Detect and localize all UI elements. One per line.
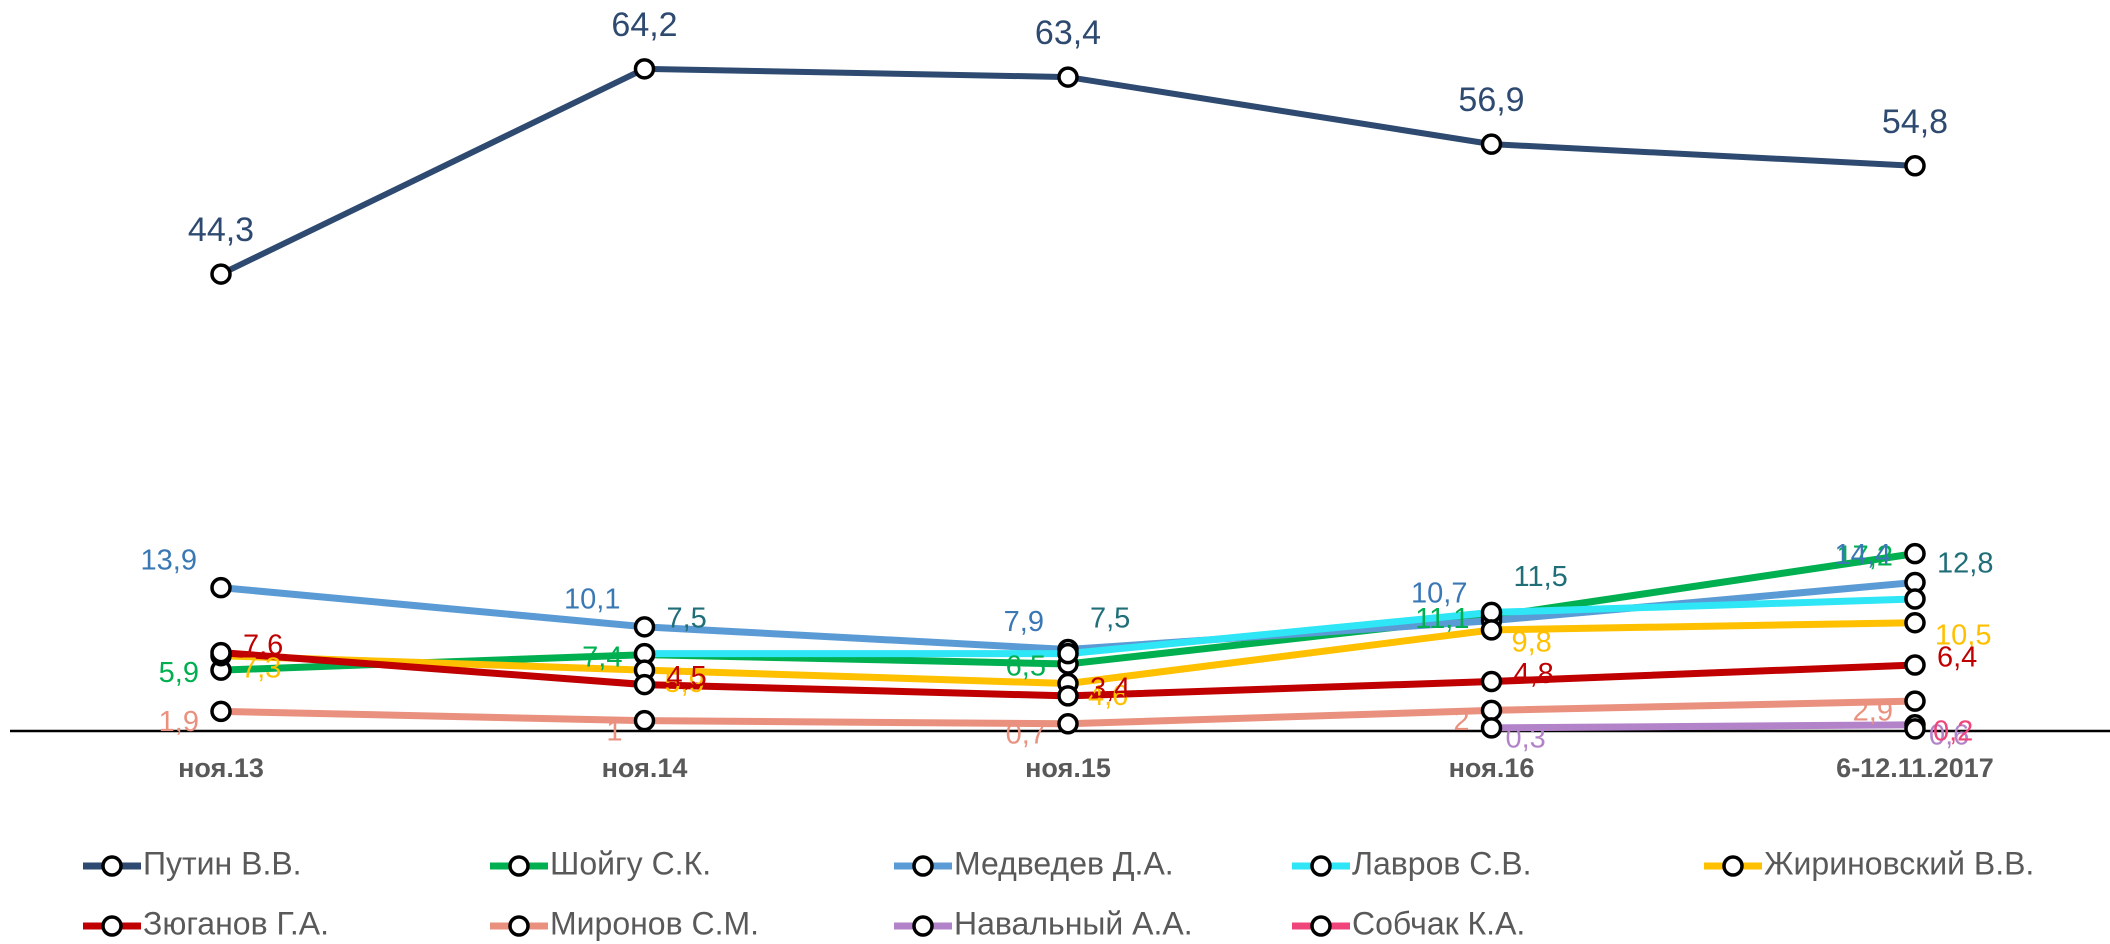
legend-label: Собчак К.А. <box>1352 905 1525 941</box>
legend-label: Миронов С.М. <box>550 905 759 941</box>
legend-marker <box>508 915 530 937</box>
legend-marker <box>912 915 934 937</box>
legend-item: Миронов С.М. <box>490 905 759 941</box>
x-tick-label: ноя.14 <box>602 753 688 783</box>
marker <box>1480 619 1503 641</box>
value-label: 5,9 <box>159 657 199 689</box>
value-label: 7,9 <box>1004 606 1044 638</box>
legend-marker <box>101 855 123 877</box>
value-label: 2 <box>1453 705 1469 737</box>
marker <box>1904 690 1926 712</box>
legend-marker <box>1310 915 1332 937</box>
value-label: 7,4 <box>582 641 622 673</box>
legend-label: Зюганов Г.А. <box>143 905 329 941</box>
legend-label: Навальный А.А. <box>954 905 1193 941</box>
value-label: 0,2 <box>1933 716 1973 748</box>
marker <box>1480 699 1503 722</box>
legend-marker <box>1310 855 1332 877</box>
value-label: 6,4 <box>1937 642 1977 674</box>
legend-item: Медведев Д.А. <box>894 845 1174 881</box>
value-label: 0,6 <box>1929 719 1969 751</box>
x-tick-label: ноя.13 <box>178 753 264 783</box>
legend-marker <box>101 915 123 937</box>
marker <box>1904 718 1926 740</box>
marker <box>1904 654 1926 676</box>
value-label: 11,1 <box>1415 603 1469 635</box>
series-line <box>1491 721 1916 732</box>
value-label: 56,9 <box>1458 81 1524 119</box>
value-label: 4,5 <box>667 661 707 693</box>
marker <box>1904 155 1926 177</box>
legend-marker <box>508 855 530 877</box>
value-label: 9,8 <box>1512 627 1552 659</box>
value-label: 12,8 <box>1937 548 1993 580</box>
x-tick-label: ноя.15 <box>1025 753 1111 783</box>
marker <box>1057 685 1079 707</box>
legend-item: Лавров С.В. <box>1292 845 1532 881</box>
x-tick-label: ноя.16 <box>1449 753 1535 783</box>
x-tick-label: 6-12.11.2017 <box>1836 753 1994 783</box>
value-label: 7,5 <box>667 602 707 634</box>
legend-label: Медведев Д.А. <box>954 845 1174 881</box>
value-label: 64,2 <box>611 6 677 44</box>
marker <box>1904 542 1926 565</box>
marker <box>1480 133 1503 155</box>
legend-label: Шойгу С.К. <box>550 845 711 881</box>
value-label: 10,7 <box>1411 577 1467 609</box>
value-label: 44,3 <box>188 211 254 249</box>
value-label: 63,4 <box>1035 14 1101 52</box>
value-label: 4,8 <box>1514 658 1554 690</box>
marker <box>1057 713 1079 735</box>
value-label: 0,7 <box>1006 718 1046 750</box>
value-label: 1 <box>606 715 622 747</box>
marker <box>1480 670 1503 693</box>
marker <box>1480 717 1503 739</box>
marker <box>633 616 656 638</box>
value-label: 13,9 <box>141 544 197 576</box>
marker <box>1904 588 1926 610</box>
marker <box>633 673 656 696</box>
legend-marker <box>912 855 934 877</box>
legend-item: Навальный А.А. <box>894 905 1193 941</box>
marker <box>1057 66 1079 88</box>
marker <box>633 709 656 732</box>
series-line <box>644 595 1916 658</box>
legend-item: Путин В.В. <box>83 845 302 881</box>
legend-label: Путин В.В. <box>143 845 302 881</box>
legend-label: Жириновский В.В. <box>1764 845 2034 881</box>
value-label: 5,9 <box>665 667 705 699</box>
marker <box>633 58 656 80</box>
value-label: 4,6 <box>1088 680 1128 712</box>
marker <box>1480 601 1503 624</box>
value-label: 54,8 <box>1882 103 1948 141</box>
marker <box>210 263 232 285</box>
value-label: 17,2 <box>1837 540 1893 572</box>
value-label: 7,3 <box>241 652 281 684</box>
value-label: 6,5 <box>1006 651 1046 683</box>
marker <box>1057 642 1079 665</box>
value-label: 2,9 <box>1853 696 1893 728</box>
marker <box>210 641 232 664</box>
legend-label: Лавров С.В. <box>1352 845 1532 881</box>
marker <box>210 700 232 723</box>
legend-item: Собчак К.А. <box>1292 905 1525 941</box>
marker <box>210 576 232 599</box>
value-label: 14,4 <box>1835 539 1891 571</box>
value-label: 10,1 <box>564 583 620 615</box>
value-label: 7,6 <box>243 629 283 661</box>
value-label: 11,5 <box>1514 561 1568 593</box>
value-label: 7,5 <box>1090 602 1130 634</box>
legend-item: Шойгу С.К. <box>490 845 711 881</box>
legend-item: Зюганов Г.А. <box>83 905 329 941</box>
value-label: 10,5 <box>1935 619 1991 651</box>
value-label: 3,4 <box>1090 673 1130 705</box>
value-label: 0,3 <box>1506 723 1546 755</box>
legend-marker <box>1722 855 1744 877</box>
value-label: 1,9 <box>159 706 199 738</box>
series-line <box>219 65 1916 277</box>
legend-item: Жириновский В.В. <box>1704 845 2034 881</box>
marker <box>1904 611 1926 634</box>
